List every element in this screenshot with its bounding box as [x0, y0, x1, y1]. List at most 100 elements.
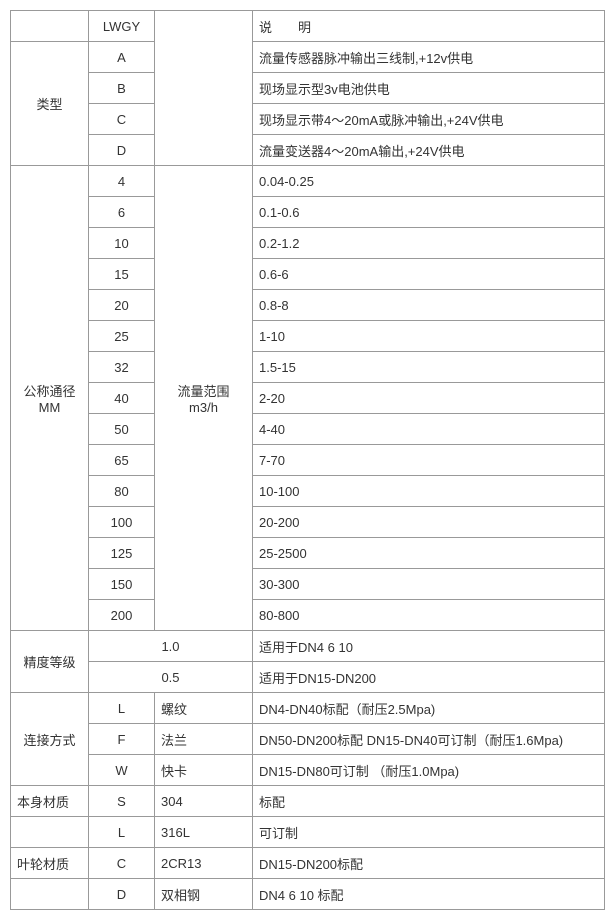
dn-cell: 100: [89, 507, 155, 538]
table-row: 504-40: [11, 414, 605, 445]
range-cell: 30-300: [253, 569, 605, 600]
accuracy-val: 1.0: [89, 631, 253, 662]
range-cell: 0.04-0.25: [253, 166, 605, 197]
dn-cell: 65: [89, 445, 155, 476]
range-cell: 20-200: [253, 507, 605, 538]
spec-table: LWGY 说 明 类型 A 流量传感器脉冲输出三线制,+12v供电 B 现场显示…: [10, 10, 605, 910]
body-name: 316L: [155, 817, 253, 848]
blank-cell: [11, 11, 89, 42]
range-label-bottom: m3/h: [189, 400, 218, 415]
table-row: 32 1.5-15: [11, 352, 605, 383]
type-desc: 现场显示型3v电池供电: [253, 73, 605, 104]
table-row: D 流量变送器4～20mA输出,+24V供电: [11, 135, 605, 166]
type-label: 类型: [11, 42, 89, 166]
table-row: 精度等级 1.0 适用于DN4 6 10: [11, 631, 605, 662]
range-cell: 7-70: [253, 445, 605, 476]
range-cell: 10-100: [253, 476, 605, 507]
table-row: 20 0.8-8: [11, 290, 605, 321]
dn-cell: 50: [89, 414, 155, 445]
range-cell: 1.5-15: [253, 352, 605, 383]
connection-label: 连接方式: [11, 693, 89, 786]
table-row: 125 25-2500: [11, 538, 605, 569]
accuracy-label: 精度等级: [11, 631, 89, 693]
nominal-label-bottom: MM: [39, 400, 61, 415]
table-row: LWGY 说 明: [11, 11, 605, 42]
table-row: 连接方式 L 螺纹 DN4-DN40标配（耐压2.5Mpa): [11, 693, 605, 724]
blank-col3: [155, 11, 253, 166]
impeller-name: 双相钢: [155, 879, 253, 910]
type-desc: 现场显示带4～20mA或脉冲输出,+24V供电: [253, 104, 605, 135]
body-name: 304: [155, 786, 253, 817]
nominal-label-top: 公称通径: [23, 384, 75, 399]
blank-cell: [11, 817, 89, 848]
blank-cell: [11, 879, 89, 910]
range-cell: 0.1-0.6: [253, 197, 605, 228]
accuracy-desc: 适用于DN15-DN200: [253, 662, 605, 693]
body-code: S: [89, 786, 155, 817]
table-row: 类型 A 流量传感器脉冲输出三线制,+12v供电: [11, 42, 605, 73]
dn-cell: 40: [89, 383, 155, 414]
table-row: 公称通径 MM 4 流量范围 m3/h 0.04-0.25: [11, 166, 605, 197]
impeller-material-label: 叶轮材质: [11, 848, 89, 879]
dn-cell: 15: [89, 259, 155, 290]
table-row: 10 0.2-1.2: [11, 228, 605, 259]
range-cell: 25-2500: [253, 538, 605, 569]
table-row: D 双相钢 DN4 6 10 标配: [11, 879, 605, 910]
table-row: 100 20-200: [11, 507, 605, 538]
accuracy-val: 0.5: [89, 662, 253, 693]
dn-cell: 32: [89, 352, 155, 383]
body-desc: 可订制: [253, 817, 605, 848]
table-row: C 现场显示带4～20mA或脉冲输出,+24V供电: [11, 104, 605, 135]
conn-code: F: [89, 724, 155, 755]
range-cell: 0.8-8: [253, 290, 605, 321]
range-cell: 80-800: [253, 600, 605, 631]
table-row: 80 10-100: [11, 476, 605, 507]
type-code: D: [89, 135, 155, 166]
table-row: B 现场显示型3v电池供电: [11, 73, 605, 104]
table-row: 200 80-800: [11, 600, 605, 631]
range-cell: 0.6-6: [253, 259, 605, 290]
body-material-label: 本身材质: [11, 786, 89, 817]
dn-cell: 25: [89, 321, 155, 352]
conn-name: 法兰: [155, 724, 253, 755]
table-row: W 快卡 DN15-DN80可订制 （耐压1.0Mpa): [11, 755, 605, 786]
body-desc: 标配: [253, 786, 605, 817]
range-label-top: 流量范围: [177, 384, 229, 399]
accuracy-desc: 适用于DN4 6 10: [253, 631, 605, 662]
impeller-code: C: [89, 848, 155, 879]
conn-code: W: [89, 755, 155, 786]
type-desc: 流量传感器脉冲输出三线制,+12v供电: [253, 42, 605, 73]
dn-cell: 200: [89, 600, 155, 631]
type-code: C: [89, 104, 155, 135]
impeller-code: D: [89, 879, 155, 910]
table-row: 65 7-70: [11, 445, 605, 476]
type-code: B: [89, 73, 155, 104]
table-row: 150 30-300: [11, 569, 605, 600]
dn-cell: 80: [89, 476, 155, 507]
impeller-name: 2CR13: [155, 848, 253, 879]
nominal-label: 公称通径 MM: [11, 166, 89, 631]
conn-desc: DN15-DN80可订制 （耐压1.0Mpa): [253, 755, 605, 786]
table-row: 本身材质 S 304 标配: [11, 786, 605, 817]
table-row: 25 1-10: [11, 321, 605, 352]
dn-cell: 125: [89, 538, 155, 569]
conn-desc: DN4-DN40标配（耐压2.5Mpa): [253, 693, 605, 724]
impeller-desc: DN4 6 10 标配: [253, 879, 605, 910]
dn-cell: 10: [89, 228, 155, 259]
type-code: A: [89, 42, 155, 73]
impeller-desc: DN15-DN200标配: [253, 848, 605, 879]
dn-cell: 150: [89, 569, 155, 600]
table-row: F 法兰 DN50-DN200标配 DN15-DN40可订制（耐压1.6Mpa): [11, 724, 605, 755]
table-row: 402-20: [11, 383, 605, 414]
conn-desc: DN50-DN200标配 DN15-DN40可订制（耐压1.6Mpa): [253, 724, 605, 755]
conn-name: 快卡: [155, 755, 253, 786]
range-cell: 0.2-1.2: [253, 228, 605, 259]
range-label: 流量范围 m3/h: [155, 166, 253, 631]
conn-code: L: [89, 693, 155, 724]
dn-cell: 20: [89, 290, 155, 321]
type-desc: 流量变送器4～20mA输出,+24V供电: [253, 135, 605, 166]
dn-cell: 4: [89, 166, 155, 197]
range-cell: 1-10: [253, 321, 605, 352]
dn-cell: 6: [89, 197, 155, 228]
lwgy-header: LWGY: [89, 11, 155, 42]
